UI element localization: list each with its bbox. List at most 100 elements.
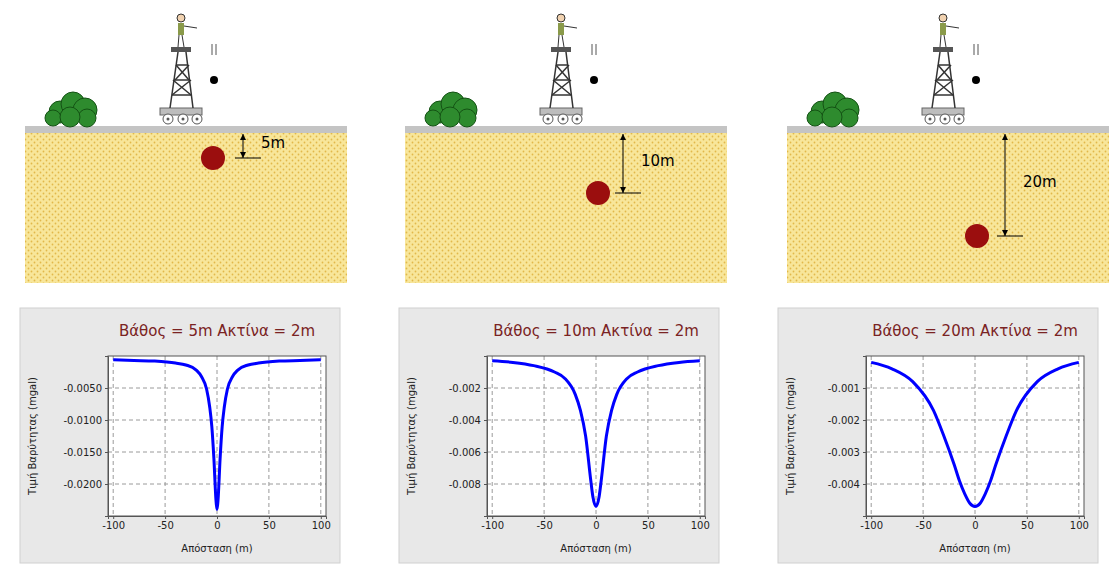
x-tick-label: 100 [312,520,331,531]
grid-line-y [487,420,705,421]
x-tick-mark [871,516,872,519]
illustration: 5m [25,14,347,283]
x-tick: 0 [972,516,978,531]
x-tick-label: -100 [481,520,504,531]
depth-arrow [997,134,1023,236]
x-tick-mark [217,516,218,519]
y-tick-mark [484,452,487,453]
grid-line-x [1026,356,1027,516]
x-axis-line [109,517,327,520]
grid-line-x [1078,356,1079,516]
x-axis: -100 -50 0 50 100 [102,516,331,531]
x-tick-label: 50 [1021,520,1034,531]
y-tick-mark [484,420,487,421]
data-line [113,360,321,510]
y-tick: -0.008 [449,479,487,490]
panel-background [20,308,340,563]
gravimeter-tower [540,14,582,124]
x-tick-label: 100 [691,520,710,531]
x-axis-title: Απόσταση (m) [939,543,1010,554]
y-tick: -0.004 [449,415,487,426]
motion-mark [978,44,979,55]
chart-panel: Βάθος = 20m Ακτίνα = 2m-100-50050100-0.0… [778,308,1098,563]
grid-line-y [866,484,1084,485]
buried-sphere [201,146,225,170]
x-tick-label: 100 [1070,520,1089,531]
motion-mark [592,44,593,55]
plot-area [108,356,326,516]
y-tick-mark [105,420,108,421]
y-tick-label: -0.0200 [63,479,102,490]
x-tick-mark [1027,516,1028,519]
illustration: 10m [405,14,727,283]
x-axis-title: Απόσταση (m) [181,543,252,554]
grid [108,356,326,516]
grid-line-y [866,452,1084,453]
y-tick: -0.003 [828,447,866,458]
bush [807,92,859,127]
panel-background [778,308,1098,563]
x-tick: -100 [860,516,883,531]
y-tick-label: -0.008 [449,479,481,490]
x-tick: 0 [593,516,599,531]
y-tick-mark [863,452,866,453]
x-tick: -50 [915,516,931,531]
depth-arrow [235,134,261,158]
y-tick-label: -0.004 [828,479,860,490]
grid-line-y [487,484,705,485]
y-tick-label: -0.0050 [63,383,102,394]
y-axis: -0.002-0.004-0.006-0.008 [449,357,488,517]
falling-mass [972,76,980,84]
x-tick-label: 0 [593,520,599,531]
y-tick-label: -0.004 [449,415,481,426]
y-tick: -0.0050 [63,383,108,394]
x-tick-mark [113,516,114,519]
x-tick-mark [165,516,166,519]
x-tick-mark [923,516,924,519]
x-tick: 50 [1021,516,1034,531]
x-tick: 0 [214,516,220,531]
x-tick-mark [269,516,270,519]
grid-line-y [487,388,705,389]
plot-marks [492,361,700,507]
data-line [492,361,700,507]
x-tick-label: -100 [860,520,883,531]
panel-background [399,308,719,563]
x-tick-label: 50 [263,520,276,531]
illustration: 20m [787,14,1109,283]
x-tick-label: -100 [102,520,125,531]
grid-line-x [165,356,166,516]
chart-panel: Βάθος = 5m Ακτίνα = 2m -100 -50 0 50 100 -0.00… [20,308,340,563]
grid-line-y [108,388,326,389]
plot-marks [871,362,1079,506]
x-tick-mark [700,516,701,519]
x-tick-mark [596,516,597,519]
x-tick-label: -50 [915,520,931,531]
y-axis-line [484,357,488,517]
grid-line-x [596,356,597,516]
y-tick-mark [863,388,866,389]
chart-panel: Βάθος = 10m Ακτίνα = 2m-100-50050100-0.0… [399,308,719,563]
x-tick-mark [544,516,545,519]
y-axis-line [863,357,867,517]
x-tick-label: -50 [157,520,173,531]
ground [787,133,1109,283]
y-tick-label: -0.006 [449,447,481,458]
x-tick-label: 0 [214,520,220,531]
x-tick: 50 [263,516,276,531]
grid-line-x [871,356,872,516]
y-axis: -0.001-0.002-0.003-0.004 [828,357,867,517]
grid-line-x [320,356,321,516]
motion-mark [596,44,597,55]
chart-title: Βάθος = 5m Ακτίνα = 2m [119,322,315,340]
data-line [871,362,1079,506]
depth-label: 20m [1023,173,1057,191]
x-tick-label: -50 [536,520,552,531]
bush [425,92,477,127]
grid-line-y [866,388,1084,389]
falling-mass [210,76,218,84]
y-tick-mark [105,452,108,453]
chart-title: Βάθος = 10m Ακτίνα = 2m [493,322,699,340]
x-tick-mark [975,516,976,519]
x-tick-label: 0 [972,520,978,531]
